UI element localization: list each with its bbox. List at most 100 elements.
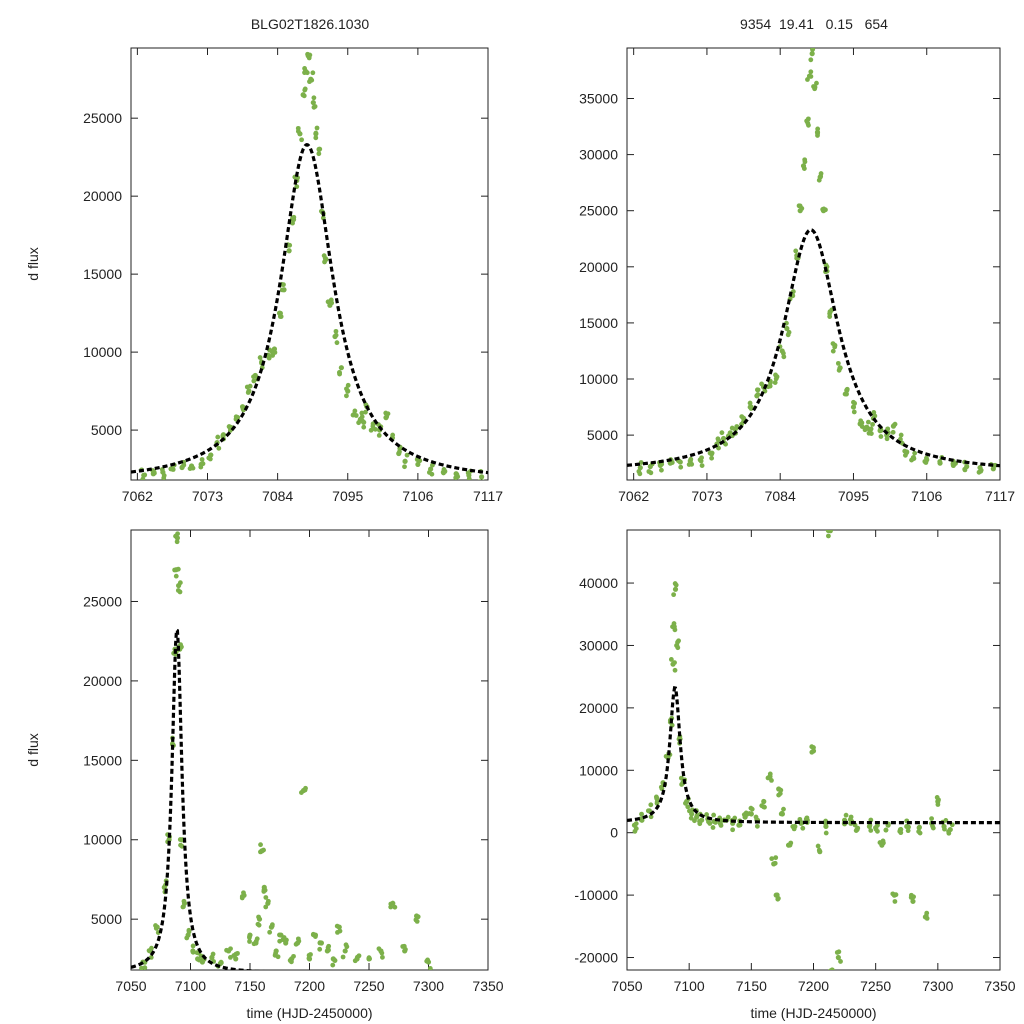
data-point — [321, 253, 327, 259]
data-point — [826, 533, 831, 539]
data-point — [367, 956, 373, 962]
data-point — [831, 970, 836, 975]
data-point — [773, 855, 779, 861]
data-point — [317, 940, 323, 946]
data-point — [797, 203, 803, 209]
data-point — [316, 151, 322, 157]
data-point — [739, 414, 745, 420]
data-point — [310, 99, 316, 106]
data-point — [797, 816, 803, 822]
data-point — [178, 842, 183, 848]
data-point — [293, 941, 299, 947]
data-point — [479, 474, 485, 480]
data-point — [361, 424, 367, 430]
data-point — [871, 410, 877, 415]
data-point — [633, 821, 639, 826]
panel-bottom-left: 7050 7100 7150 7200 7250 7300 7350 5000 10000 150… — [25, 529, 504, 1021]
data-point — [672, 627, 678, 633]
data-point — [402, 464, 407, 470]
x-tick-label: 7050 — [611, 978, 642, 994]
data-point — [838, 959, 843, 964]
y-tick-label: 25000 — [579, 203, 618, 219]
data-point — [302, 66, 307, 71]
data-point — [844, 386, 850, 392]
data-point — [910, 898, 916, 904]
data-point — [306, 955, 312, 961]
data-point — [632, 828, 638, 834]
data-point — [805, 116, 811, 122]
data-point — [699, 455, 704, 461]
data-point — [679, 782, 685, 787]
data-point — [659, 467, 664, 473]
data-point — [636, 468, 642, 474]
data-point — [713, 820, 718, 825]
data-point — [638, 817, 644, 823]
data-point — [314, 125, 320, 131]
data-point — [779, 810, 785, 816]
data-point — [648, 814, 654, 820]
data-point — [359, 414, 365, 420]
y-tick-label: -20000 — [574, 950, 618, 966]
data-point — [313, 130, 319, 136]
data-points — [637, 51, 996, 472]
data-point — [786, 842, 791, 848]
data-point — [942, 826, 947, 832]
data-point — [924, 455, 929, 461]
data-point — [776, 792, 782, 798]
y-tick-label: 30000 — [579, 147, 618, 163]
data-point — [754, 823, 760, 829]
data-point — [209, 955, 215, 961]
data-point — [174, 539, 180, 545]
data-point — [637, 465, 643, 471]
data-point — [937, 459, 943, 464]
data-point — [808, 57, 814, 63]
data-point — [247, 939, 252, 944]
data-point — [851, 409, 857, 415]
data-point — [710, 825, 716, 830]
data-point — [306, 55, 312, 61]
data-point — [668, 657, 674, 662]
data-point — [224, 947, 229, 953]
data-point — [843, 812, 849, 818]
data-point — [330, 962, 336, 968]
data-point — [173, 533, 178, 539]
data-cloud — [636, 48, 998, 477]
plot-frame — [130, 47, 489, 481]
y-tick-label: 20000 — [579, 259, 618, 275]
data-point — [239, 895, 245, 901]
y-tick-label: 25000 — [83, 110, 122, 126]
data-point — [821, 206, 827, 212]
data-point — [388, 901, 394, 907]
data-point — [868, 431, 874, 436]
data-point — [709, 455, 715, 461]
data-point — [648, 470, 654, 476]
data-point — [173, 573, 179, 579]
data-point — [265, 898, 271, 904]
data-point — [295, 128, 301, 134]
data-point — [258, 842, 263, 848]
data-point — [257, 355, 263, 360]
data-point — [806, 122, 811, 128]
data-point — [675, 645, 681, 651]
data-point — [220, 433, 226, 439]
data-point — [836, 367, 842, 373]
y-tick-label: 5000 — [91, 422, 122, 438]
data-point — [816, 177, 822, 183]
x-tick-label: 7100 — [175, 978, 206, 994]
y-tick-label: 10000 — [579, 762, 618, 778]
data-point — [180, 464, 186, 469]
data-point — [862, 427, 868, 433]
data-point — [830, 341, 836, 347]
data-point — [929, 816, 934, 822]
data-point — [902, 448, 908, 454]
data-point — [231, 953, 237, 958]
data-point — [400, 944, 406, 949]
data-point — [765, 775, 771, 781]
data-point — [337, 928, 343, 934]
data-point — [723, 441, 729, 447]
data-point — [263, 904, 269, 910]
data-point — [675, 639, 680, 645]
data-point — [709, 451, 715, 457]
data-point — [755, 387, 761, 393]
